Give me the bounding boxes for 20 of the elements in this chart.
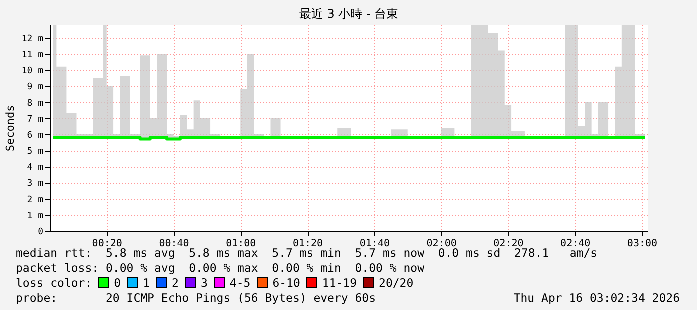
text: loss color: 0 1 2 3 4-5 6-10 11-19 20/20 (16, 276, 414, 290)
y-tick-label: 5 m (27, 147, 44, 158)
text: packet loss: 0.00 % avg 0.00 % max 0.00 % min 0.00 % now (16, 261, 426, 276)
y-tick-label: 6 m (27, 130, 44, 141)
text: Thu Apr 16 03:02:34 2026 (514, 291, 680, 306)
y-tick-label: 0 (38, 228, 44, 238)
y-tick-label: 12 m (22, 34, 44, 44)
y-tick-label: 9 m (27, 82, 44, 93)
text: probe: 20 ICMP Echo Pings (56 Bytes) every 60s (16, 291, 376, 305)
y-tick-label: 1 m (27, 211, 44, 222)
y-tick-label: 11 m (22, 50, 44, 60)
y-tick-label: 4 m (27, 163, 44, 174)
x-tick-label: 03:00 (627, 238, 658, 250)
y-tick-label: 2 m (27, 195, 44, 206)
y-tick-label: 3 m (27, 179, 44, 190)
y-tick-label: 7 m (27, 114, 44, 125)
y-tick-label: 10 m (22, 66, 44, 77)
chart-title: 最近 3 小時 - 台東 (299, 7, 399, 21)
y-tick-label: 8 m (27, 98, 44, 109)
y-axis-title: Seconds (4, 105, 17, 152)
